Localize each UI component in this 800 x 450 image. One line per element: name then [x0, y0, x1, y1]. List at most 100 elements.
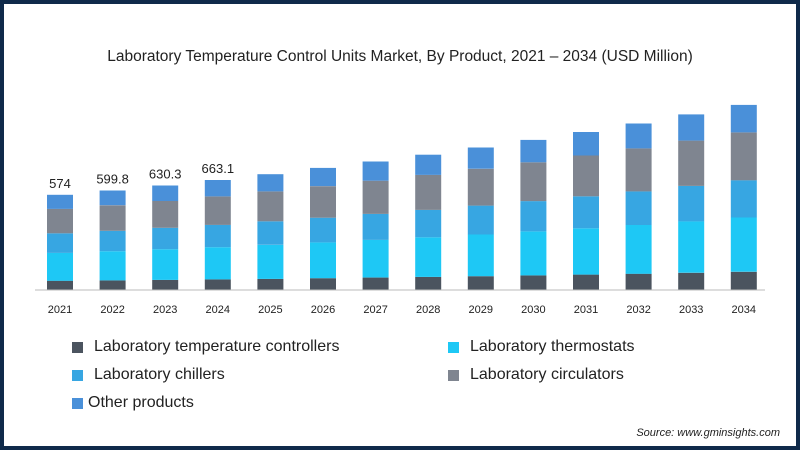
bar-segment-2033-s2 — [678, 185, 705, 222]
bar-segment-2025-s0 — [257, 278, 284, 290]
legend-label-circulators: Laboratory circulators — [470, 366, 624, 383]
bar-segment-2026-s2 — [310, 217, 336, 243]
x-tick-labels: 2021 2022 2023 2024 2025 2026 2027 2028 2029 2030… — [48, 304, 756, 316]
bar-segment-2030-s0 — [520, 275, 547, 290]
x-tick-label-2026: 2026 — [311, 304, 335, 316]
x-tick-label-2032: 2032 — [626, 304, 650, 316]
bar-segment-2029-s0 — [467, 276, 494, 290]
bar-segment-2029-s3 — [467, 168, 494, 206]
bar-segment-2033-s1 — [678, 221, 705, 273]
bar-segment-2025-s3 — [257, 191, 284, 222]
bar-segment-2021-s4 — [47, 194, 73, 209]
bar-segment-2032-s3 — [625, 148, 652, 192]
legend-item-other: Other products — [72, 394, 194, 412]
bar-segment-2024-s2 — [204, 224, 231, 248]
bar-segment-2022-s2 — [99, 230, 126, 252]
bar-segment-2027-s0 — [362, 277, 389, 290]
bar-segment-2026-s3 — [310, 186, 336, 218]
bar-segment-2023-s1 — [152, 249, 179, 280]
x-tick-label-2024: 2024 — [206, 304, 230, 316]
source-note: Source: www.gminsights.com — [636, 427, 780, 439]
bar-segment-2034-s3 — [730, 132, 757, 181]
x-tick-label-2027: 2027 — [363, 304, 387, 316]
bar-segment-2032-s1 — [625, 225, 652, 274]
data-label-2022: 599.8 — [96, 172, 129, 187]
bar-segment-2034-s4 — [730, 104, 757, 133]
bar-segment-2027-s1 — [362, 239, 389, 278]
bar-segment-2028-s2 — [415, 209, 442, 238]
bar-segment-2034-s1 — [730, 217, 757, 272]
bar-segment-2031-s1 — [573, 228, 599, 275]
legend-label-chillers: Laboratory chillers — [94, 366, 225, 383]
bar-segment-2022-s0 — [99, 280, 126, 290]
legend-label-other: Other products — [88, 394, 194, 411]
legend-item-circulators: Laboratory circulators — [448, 366, 624, 384]
bar-segment-2024-s3 — [204, 196, 231, 225]
x-tick-label-2029: 2029 — [469, 304, 493, 316]
bar-segment-2030-s3 — [520, 162, 547, 202]
bar-segment-2031-s2 — [573, 196, 599, 229]
bar-segment-2030-s1 — [520, 231, 547, 276]
bar-segment-2031-s4 — [573, 132, 599, 156]
bar-segment-2021-s2 — [47, 233, 73, 253]
bar-segment-2026-s0 — [310, 278, 336, 290]
legend-swatch-chillers — [72, 369, 83, 381]
bar-segment-2030-s4 — [520, 139, 547, 163]
bar-segment-2030-s2 — [520, 201, 547, 232]
bar-segment-2032-s2 — [625, 191, 652, 225]
bar-segment-2027-s3 — [362, 180, 389, 214]
data-label-2024: 663.1 — [202, 161, 235, 176]
chart-title: Laboratory Temperature Control Units Mar… — [107, 48, 693, 65]
x-tick-label-2033: 2033 — [679, 304, 703, 316]
bar-segment-2028-s0 — [415, 276, 442, 290]
bar-segment-2021-s3 — [47, 208, 73, 234]
x-tick-label-2021: 2021 — [48, 304, 72, 316]
x-tick-label-2025: 2025 — [258, 304, 282, 316]
bar-segment-2027-s4 — [362, 161, 389, 181]
bar-segment-2023-s3 — [152, 200, 179, 228]
bar-segment-2033-s3 — [678, 140, 705, 186]
bar-segment-2029-s1 — [467, 234, 494, 277]
data-label-2023: 630.3 — [149, 167, 182, 182]
legend-label-thermostats: Laboratory thermostats — [470, 338, 635, 355]
bar-segment-2033-s0 — [678, 272, 705, 290]
x-tick-label-2023: 2023 — [153, 304, 177, 316]
bar-segment-2025-s4 — [257, 174, 284, 192]
bar-segment-2025-s2 — [257, 221, 284, 245]
bar-segment-2032-s0 — [625, 273, 652, 290]
bar-segment-2034-s2 — [730, 180, 757, 218]
bar-segment-2022-s4 — [99, 190, 126, 206]
legend-swatch-circulators — [448, 369, 459, 381]
bar-segment-2026-s4 — [310, 167, 336, 187]
legend-swatch-thermostats — [448, 341, 459, 353]
bar-segment-2023-s4 — [152, 185, 179, 201]
bar-segment-2022-s1 — [99, 251, 126, 281]
bar-segment-2029-s2 — [467, 205, 494, 235]
legend-item-thermostats: Laboratory thermostats — [448, 338, 635, 356]
bar-segment-2027-s2 — [362, 213, 389, 240]
bar-segment-2023-s0 — [152, 279, 179, 290]
bars-group — [47, 104, 757, 290]
x-tick-label-2022: 2022 — [100, 304, 124, 316]
x-tick-label-2034: 2034 — [732, 304, 756, 316]
bar-segment-2033-s4 — [678, 114, 705, 141]
bar-segment-2023-s2 — [152, 227, 179, 250]
bar-segment-2024-s0 — [204, 279, 231, 290]
bar-segment-2021-s1 — [47, 252, 73, 281]
bar-segment-2029-s4 — [467, 147, 494, 169]
bar-segment-2032-s4 — [625, 123, 652, 149]
legend-item-controllers: Laboratory temperature controllers — [72, 338, 339, 356]
bar-segment-2024-s1 — [204, 247, 231, 280]
bar-segment-2021-s0 — [47, 280, 73, 290]
x-tick-label-2028: 2028 — [416, 304, 440, 316]
bar-segment-2034-s0 — [730, 271, 757, 290]
x-tick-label-2031: 2031 — [574, 304, 598, 316]
legend-swatch-controllers — [72, 341, 83, 353]
legend-item-chillers: Laboratory chillers — [72, 366, 225, 384]
bar-segment-2026-s1 — [310, 242, 336, 279]
bar-segment-2028-s1 — [415, 237, 442, 277]
bar-segment-2031-s3 — [573, 155, 599, 197]
bar-segment-2024-s4 — [204, 180, 231, 197]
